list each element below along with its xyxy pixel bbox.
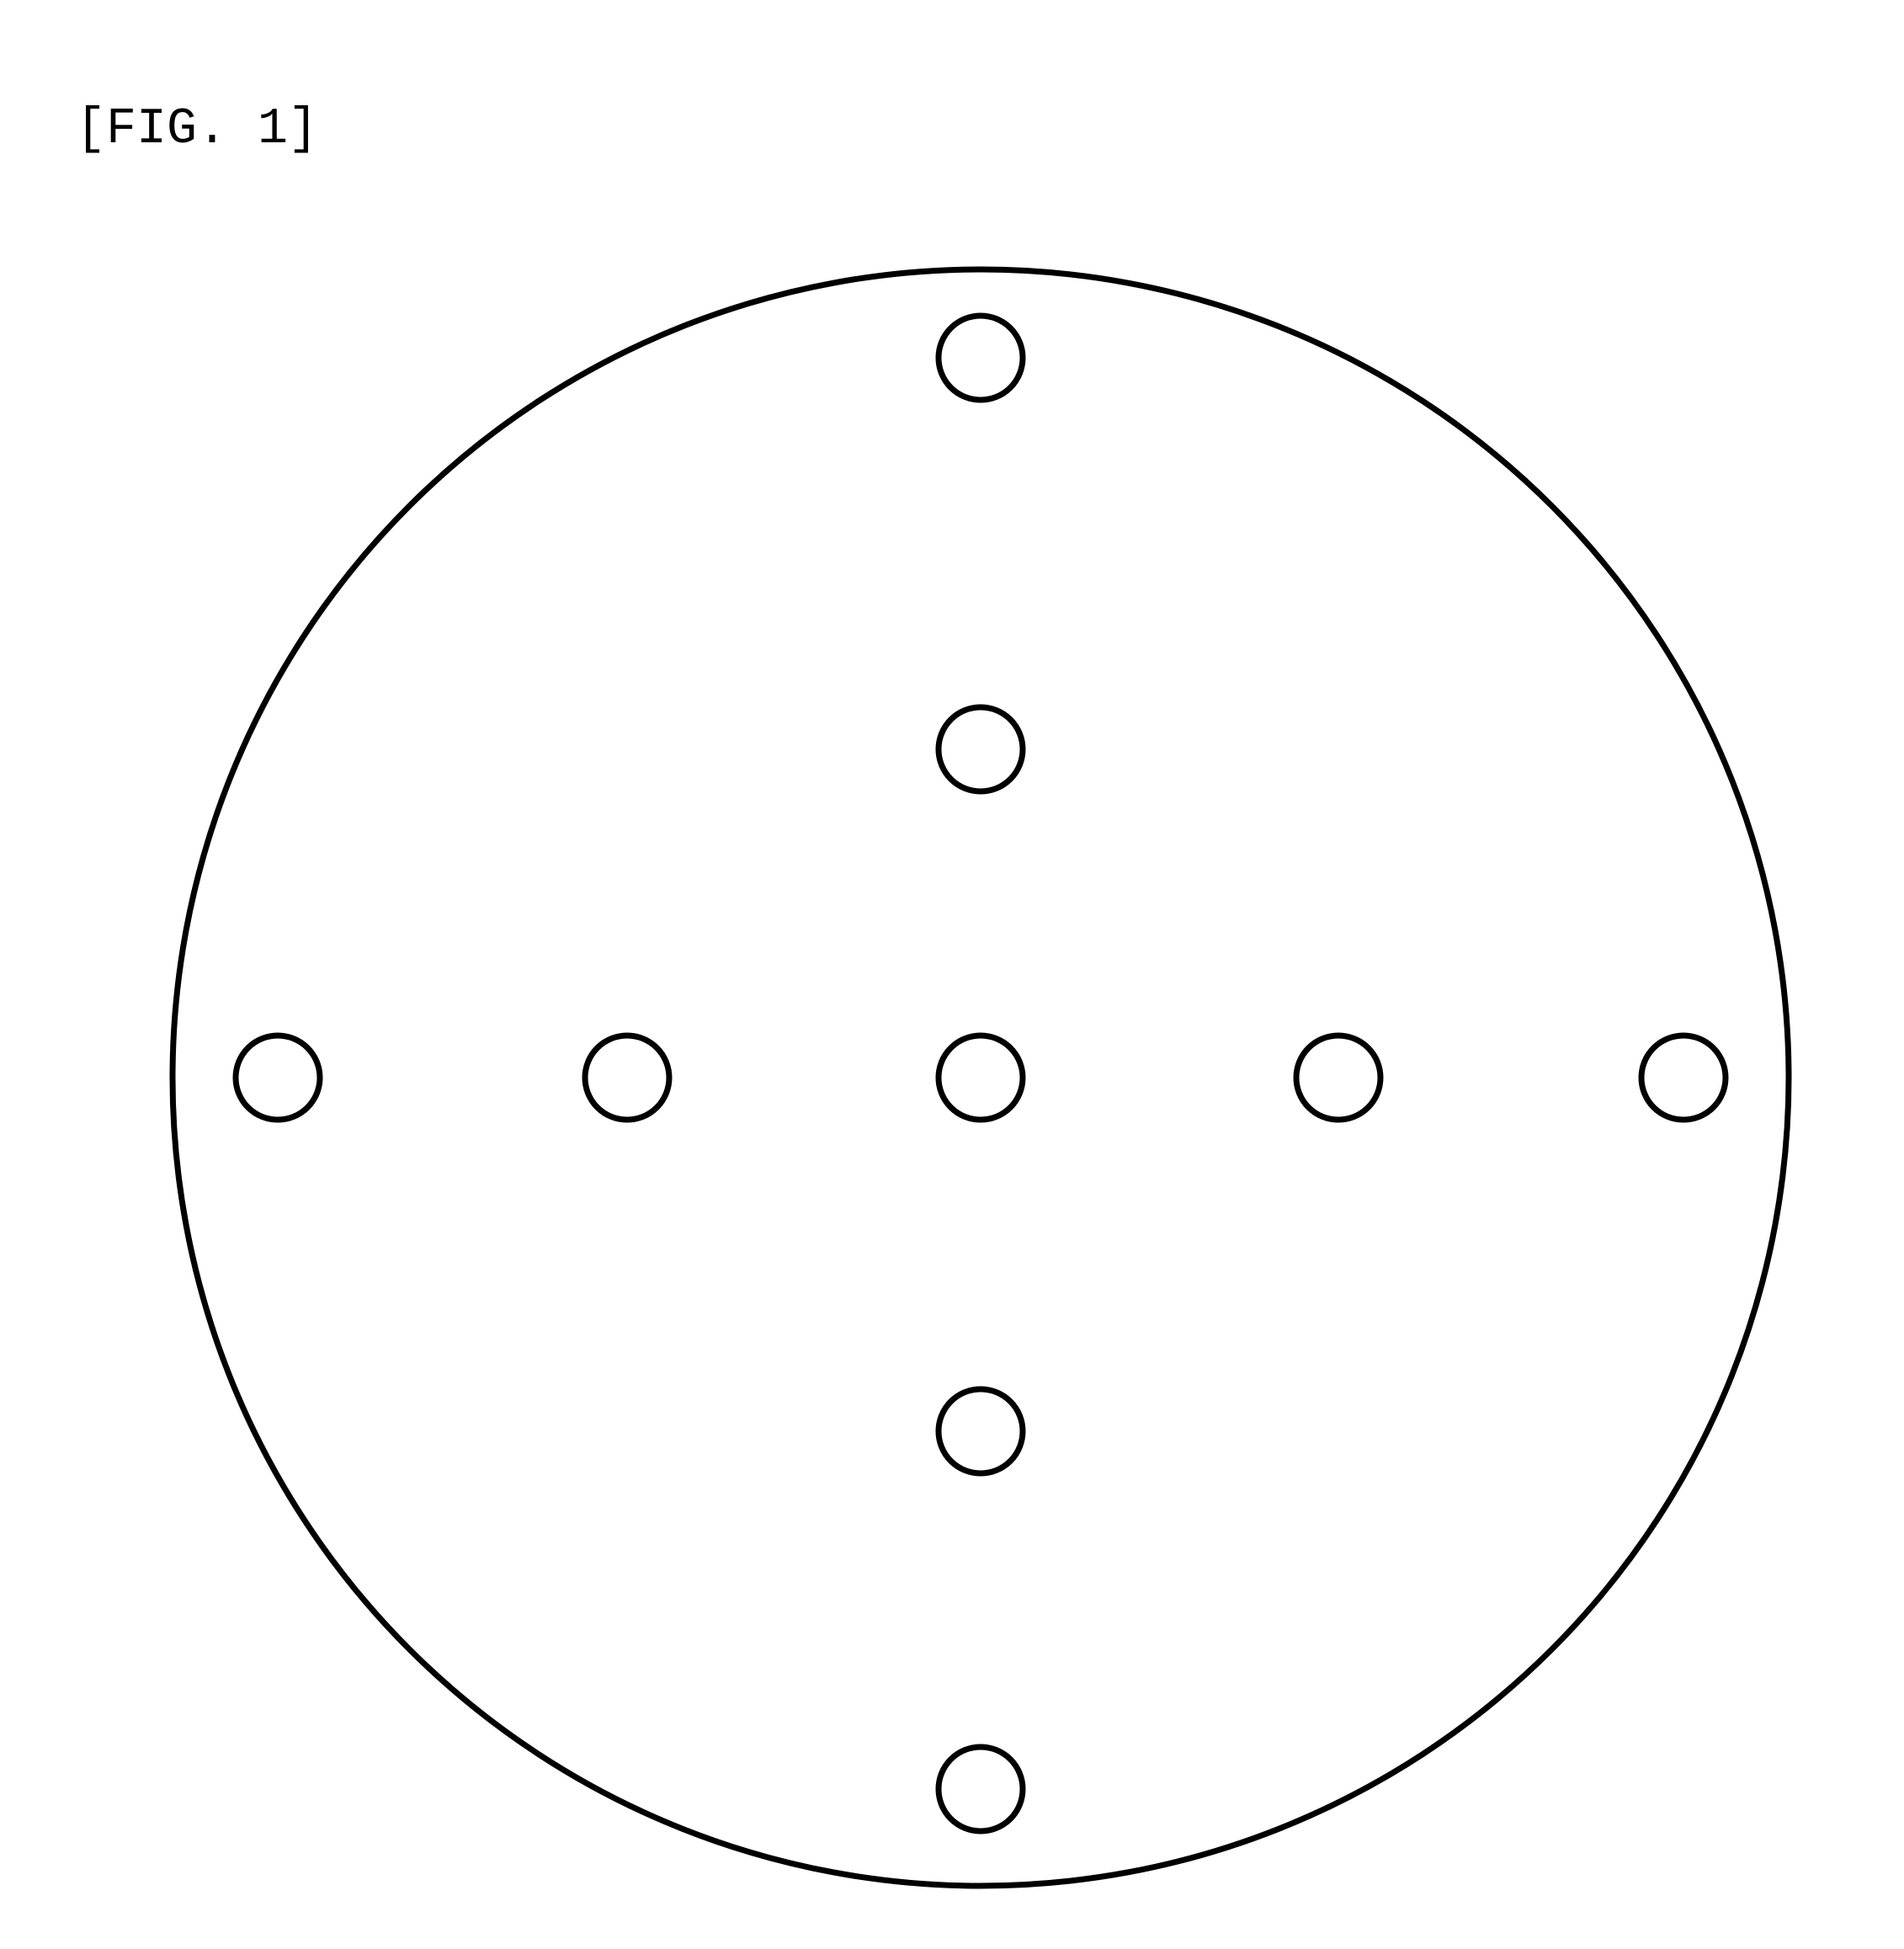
hole-bottom-outer: [939, 1747, 1023, 1831]
hole-top-outer: [939, 316, 1023, 400]
hole-right-inner: [1296, 1036, 1380, 1120]
hole-bottom-inner: [939, 1389, 1023, 1473]
hole-left-inner: [585, 1036, 669, 1120]
main-circle: [173, 269, 1789, 1886]
diagram-svg: [0, 0, 1904, 1949]
hole-center: [939, 1036, 1023, 1120]
hole-right-outer: [1641, 1036, 1726, 1120]
hole-left-outer: [236, 1036, 320, 1120]
holes-group: [236, 316, 1726, 1831]
hole-top-inner: [939, 707, 1023, 791]
figure-container: [FIG. 1]: [0, 0, 1904, 1949]
